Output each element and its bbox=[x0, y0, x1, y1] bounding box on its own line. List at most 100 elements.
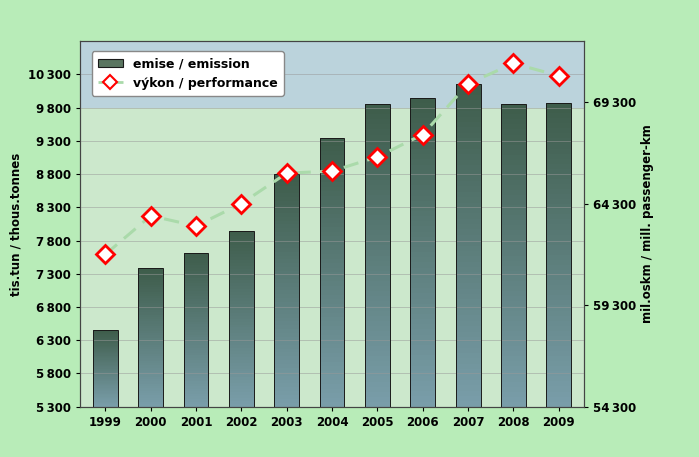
Bar bbox=[319, 348, 345, 353]
Bar bbox=[546, 194, 571, 199]
Bar bbox=[93, 338, 118, 339]
Bar bbox=[456, 283, 480, 288]
Bar bbox=[410, 288, 435, 293]
Bar bbox=[184, 335, 208, 337]
Bar bbox=[546, 265, 571, 270]
Bar bbox=[319, 402, 345, 407]
Bar bbox=[501, 367, 526, 372]
Bar bbox=[274, 275, 299, 279]
Bar bbox=[93, 334, 118, 335]
Bar bbox=[93, 395, 118, 397]
Bar bbox=[138, 367, 163, 370]
Bar bbox=[546, 108, 571, 113]
Bar bbox=[274, 178, 299, 182]
Bar bbox=[274, 228, 299, 232]
Bar bbox=[546, 189, 571, 194]
Bar bbox=[138, 356, 163, 358]
Bar bbox=[410, 319, 435, 324]
Bar bbox=[546, 113, 571, 118]
Bar bbox=[410, 170, 435, 175]
Bar bbox=[501, 351, 526, 356]
Bar bbox=[501, 129, 526, 134]
Bar bbox=[456, 170, 480, 175]
Bar bbox=[546, 285, 571, 290]
Bar bbox=[184, 268, 208, 271]
Bar bbox=[365, 245, 390, 250]
Bar bbox=[80, 41, 584, 107]
Bar bbox=[274, 383, 299, 388]
Bar bbox=[229, 310, 254, 313]
Bar bbox=[319, 313, 345, 317]
Bar bbox=[229, 357, 254, 360]
Bar bbox=[365, 175, 390, 180]
Bar bbox=[138, 347, 163, 349]
Bar bbox=[93, 357, 118, 358]
Bar bbox=[93, 332, 118, 333]
Legend: emise / emission, výkon / performance: emise / emission, výkon / performance bbox=[92, 51, 284, 96]
Bar bbox=[410, 376, 435, 381]
Bar bbox=[229, 404, 254, 407]
Bar bbox=[410, 371, 435, 376]
Bar bbox=[501, 190, 526, 195]
Bar bbox=[184, 319, 208, 322]
Bar bbox=[456, 90, 480, 95]
Bar bbox=[138, 298, 163, 301]
Bar bbox=[456, 251, 480, 256]
Bar bbox=[546, 149, 571, 154]
Bar bbox=[229, 236, 254, 239]
Bar bbox=[184, 356, 208, 358]
Bar bbox=[546, 402, 571, 407]
Bar bbox=[138, 303, 163, 305]
Bar bbox=[365, 210, 390, 215]
Bar bbox=[365, 341, 390, 346]
Bar bbox=[501, 276, 526, 281]
Bar bbox=[365, 377, 390, 382]
Bar bbox=[501, 331, 526, 336]
Bar bbox=[274, 260, 299, 263]
Bar bbox=[365, 230, 390, 235]
Bar bbox=[319, 393, 345, 398]
Bar bbox=[501, 296, 526, 301]
Bar bbox=[229, 239, 254, 242]
Bar bbox=[319, 389, 345, 393]
Bar bbox=[229, 348, 254, 351]
Bar bbox=[229, 339, 254, 342]
Bar bbox=[138, 391, 163, 393]
Bar bbox=[546, 290, 571, 295]
Bar bbox=[546, 209, 571, 214]
Bar bbox=[229, 377, 254, 380]
Bar bbox=[138, 310, 163, 312]
Bar bbox=[546, 219, 571, 224]
Bar bbox=[184, 299, 208, 301]
Bar bbox=[138, 294, 163, 296]
Bar bbox=[138, 340, 163, 342]
Bar bbox=[456, 138, 480, 143]
Bar bbox=[456, 315, 480, 321]
Bar bbox=[456, 374, 480, 380]
Bar bbox=[319, 147, 345, 151]
Bar bbox=[138, 400, 163, 402]
Bar bbox=[319, 138, 345, 142]
Bar bbox=[319, 290, 345, 295]
Bar bbox=[229, 380, 254, 383]
Bar bbox=[93, 375, 118, 376]
Bar bbox=[365, 346, 390, 351]
Bar bbox=[93, 388, 118, 389]
Bar bbox=[410, 329, 435, 335]
Bar bbox=[410, 355, 435, 361]
Bar bbox=[93, 392, 118, 393]
Bar bbox=[410, 191, 435, 196]
Bar bbox=[456, 299, 480, 305]
Bar bbox=[410, 361, 435, 366]
Bar bbox=[365, 205, 390, 210]
Bar bbox=[456, 165, 480, 170]
Bar bbox=[229, 392, 254, 395]
Bar bbox=[546, 392, 571, 397]
Bar bbox=[319, 335, 345, 340]
Bar bbox=[184, 368, 208, 371]
Bar bbox=[274, 314, 299, 318]
Bar bbox=[319, 173, 345, 178]
Bar bbox=[456, 218, 480, 224]
Bar bbox=[93, 399, 118, 400]
Bar bbox=[456, 342, 480, 348]
